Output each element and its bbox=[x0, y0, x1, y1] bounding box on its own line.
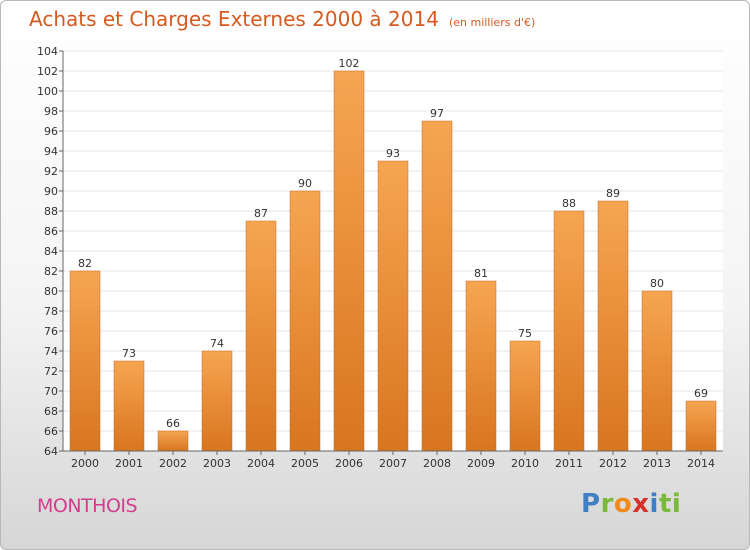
bar-2012 bbox=[597, 200, 629, 452]
bar-2007 bbox=[377, 160, 409, 452]
x-tick-label: 2003 bbox=[203, 457, 231, 470]
value-label: 69 bbox=[694, 387, 708, 400]
bar-2005 bbox=[289, 190, 321, 452]
town-name: MONTHOIS bbox=[37, 495, 138, 517]
y-tick-label: 70 bbox=[44, 385, 58, 398]
axes bbox=[59, 50, 723, 455]
y-tick-label: 80 bbox=[44, 285, 58, 298]
value-label: 66 bbox=[166, 417, 180, 430]
bars bbox=[69, 70, 717, 452]
x-tick-label: 2011 bbox=[555, 457, 583, 470]
bar-2006 bbox=[333, 70, 365, 452]
value-label: 75 bbox=[518, 327, 532, 340]
value-label: 73 bbox=[122, 347, 136, 360]
x-tick-label: 2009 bbox=[467, 457, 495, 470]
x-tick-label: 2012 bbox=[599, 457, 627, 470]
x-tick-label: 2001 bbox=[115, 457, 143, 470]
labels: 64 66 68 70 72 74 76 78 80 82 84 86 88 90 92 94 96 98 100 1… bbox=[37, 45, 715, 470]
value-label: 87 bbox=[254, 207, 268, 220]
x-tick-label: 2000 bbox=[71, 457, 99, 470]
chart-title: Achats et Charges Externes 2000 à 2014 (e… bbox=[29, 7, 535, 31]
bar-2004 bbox=[245, 220, 277, 452]
y-tick-label: 96 bbox=[44, 125, 58, 138]
bar-2009 bbox=[465, 280, 497, 452]
x-tick-label: 2002 bbox=[159, 457, 187, 470]
unit-note: (en milliers d'€) bbox=[448, 16, 536, 29]
value-label: 97 bbox=[430, 107, 444, 120]
value-label: 90 bbox=[298, 177, 312, 190]
x-tick-label: 2013 bbox=[643, 457, 671, 470]
value-label: 93 bbox=[386, 147, 400, 160]
y-tick-label: 72 bbox=[44, 365, 58, 378]
y-tick-label: 82 bbox=[44, 265, 58, 278]
value-label: 88 bbox=[562, 197, 576, 210]
y-tick-label: 98 bbox=[44, 105, 58, 118]
bar-2003 bbox=[201, 350, 233, 452]
bar-2002 bbox=[157, 430, 189, 452]
y-tick-label: 86 bbox=[44, 225, 58, 238]
x-tick-label: 2014 bbox=[687, 457, 715, 470]
y-tick-label: 66 bbox=[44, 425, 58, 438]
bar-2000 bbox=[69, 270, 101, 452]
x-tick-label: 2004 bbox=[247, 457, 275, 470]
value-label: 89 bbox=[606, 187, 620, 200]
y-tick-label: 78 bbox=[44, 305, 58, 318]
y-tick-label: 100 bbox=[37, 85, 58, 98]
value-label: 81 bbox=[474, 267, 488, 280]
y-tick-label: 104 bbox=[37, 45, 58, 58]
y-tick-label: 88 bbox=[44, 205, 58, 218]
bar-2011 bbox=[553, 210, 585, 452]
bar-2014 bbox=[685, 400, 717, 452]
x-tick-label: 2010 bbox=[511, 457, 539, 470]
value-label: 82 bbox=[78, 257, 92, 270]
y-tick-label: 68 bbox=[44, 405, 58, 418]
value-label: 74 bbox=[210, 337, 224, 350]
title-text: Achats et Charges Externes 2000 à 2014 bbox=[29, 7, 439, 31]
value-label: 102 bbox=[339, 57, 360, 70]
bar-2010 bbox=[509, 340, 541, 452]
y-tick-label: 94 bbox=[44, 145, 58, 158]
value-label: 80 bbox=[650, 277, 664, 290]
y-tick-label: 74 bbox=[44, 345, 58, 358]
y-tick-label: 92 bbox=[44, 165, 58, 178]
x-tick-label: 2005 bbox=[291, 457, 319, 470]
y-tick-label: 84 bbox=[44, 245, 58, 258]
bar-2013 bbox=[641, 290, 673, 452]
proxiti-logo: Proxiti bbox=[581, 489, 682, 519]
x-tick-label: 2006 bbox=[335, 457, 363, 470]
y-tick-label: 90 bbox=[44, 185, 58, 198]
y-tick-label: 64 bbox=[44, 445, 58, 458]
y-tick-label: 102 bbox=[37, 65, 58, 78]
x-tick-label: 2007 bbox=[379, 457, 407, 470]
y-tick-label: 76 bbox=[44, 325, 58, 338]
bar-2008 bbox=[421, 120, 453, 452]
bar-2001 bbox=[113, 360, 145, 452]
x-tick-label: 2008 bbox=[423, 457, 451, 470]
